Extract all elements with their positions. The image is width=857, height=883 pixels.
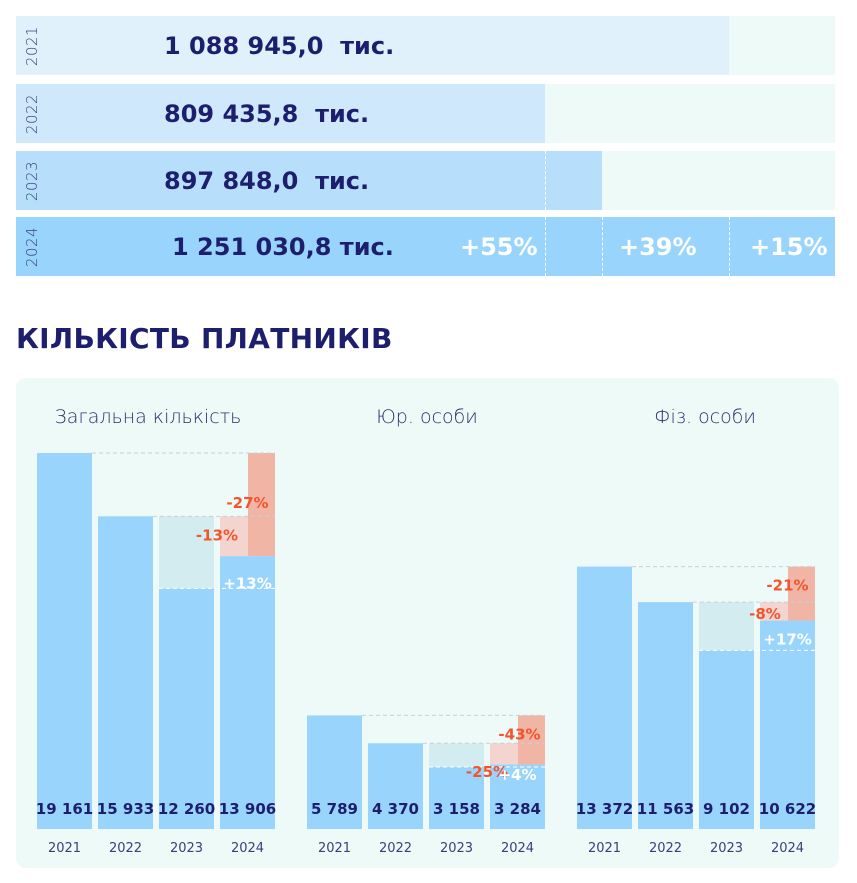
- bar-legal-2022: [368, 743, 423, 829]
- revenue-row-2024: 2024 1 251 030,8 тис. +55% +39% +15%: [16, 217, 835, 276]
- axis-year-total-2024: 2024: [231, 841, 264, 856]
- bar-total-2023: [159, 588, 214, 829]
- bar-label-legal-2021: 5 789: [311, 800, 358, 818]
- bar-total-2022: [98, 516, 153, 829]
- axis-year-total-2021: 2021: [48, 841, 81, 856]
- revenue-bar: [16, 151, 602, 210]
- bar-label-individual-2022: 11 563: [637, 800, 694, 818]
- axis-year-legal-2022: 2022: [379, 841, 412, 856]
- pct-vs-2021-total: -27%: [226, 494, 268, 512]
- revenue-divider: [545, 151, 546, 210]
- revenue-divider: [729, 217, 730, 276]
- revenue-divider: [545, 217, 546, 276]
- axis-year-individual-2022: 2022: [649, 841, 682, 856]
- bar-total-2024: [220, 556, 275, 829]
- pct-vs-2022-total: -13%: [196, 526, 238, 544]
- axis-year-legal-2024: 2024: [501, 841, 534, 856]
- bar-individual-2021: [577, 566, 632, 829]
- bar-total-2021: [37, 453, 92, 829]
- revenue-bar: [16, 84, 545, 143]
- growth-vs-2021: +15%: [750, 232, 828, 261]
- pct-vs-2023-individual: +17%: [763, 630, 811, 648]
- revenue-row-2023: 2023 897 848,0 тис.: [16, 151, 835, 210]
- bar-legal-2021: [307, 715, 362, 829]
- bar-label-total-2022: 15 933: [97, 800, 154, 818]
- pct-vs-2023-total: +13%: [223, 574, 271, 592]
- pct-vs-2021-individual: -21%: [766, 577, 808, 595]
- revenue-row-2021: 2021 1 088 945,0 тис.: [16, 16, 835, 75]
- axis-year-individual-2021: 2021: [588, 841, 621, 856]
- axis-year-legal-2023: 2023: [440, 841, 473, 856]
- axis-year-legal-2021: 2021: [318, 841, 351, 856]
- bar-label-total-2021: 19 161: [36, 800, 93, 818]
- drop-vs-2021-legal: [518, 715, 545, 765]
- drop-vs-2022-legal: [490, 743, 518, 765]
- pct-vs-2022-individual: -8%: [749, 605, 781, 623]
- bar-individual-2022: [638, 602, 693, 829]
- bar-individual-2023: [699, 650, 754, 829]
- pct-vs-2021-legal: -43%: [498, 725, 540, 743]
- revenue-value: 1 251 030,8 тис.: [172, 232, 394, 261]
- revenue-value: 809 435,8 тис.: [164, 99, 370, 128]
- bar-label-legal-2022: 4 370: [372, 800, 419, 818]
- drop-vs-2022-total: [220, 516, 248, 557]
- growth-vs-2022: +55%: [460, 232, 538, 261]
- group-title-total: Загальна кількість: [54, 406, 242, 428]
- pct-vs-2023-legal: +4%: [498, 766, 536, 784]
- group-title-individual: Фіз. особи: [654, 406, 756, 428]
- bar-label-individual-2021: 13 372: [576, 800, 633, 818]
- gain-shade-individual: [699, 602, 754, 651]
- drop-vs-2021-total: [248, 453, 275, 557]
- revenue-bar: [16, 16, 729, 75]
- revenue-divider: [602, 217, 603, 276]
- pct-vs-2022-legal: -25%: [466, 763, 508, 781]
- gain-shade-legal: [429, 743, 484, 768]
- bar-legal-2023: [429, 767, 484, 829]
- revenue-value: 897 848,0 тис.: [164, 166, 370, 195]
- bar-label-legal-2024: 3 284: [494, 800, 541, 818]
- axis-year-individual-2023: 2023: [710, 841, 743, 856]
- group-title-legal: Юр. особи: [376, 406, 478, 428]
- revenue-value: 1 088 945,0 тис.: [164, 31, 395, 60]
- axis-year-total-2023: 2023: [170, 841, 203, 856]
- bar-label-legal-2023: 3 158: [433, 800, 480, 818]
- axis-year-individual-2024: 2024: [771, 841, 804, 856]
- section-title: КІЛЬКІСТЬ ПЛАТНИКІВ: [16, 322, 393, 355]
- gain-shade-total: [159, 516, 214, 589]
- growth-vs-2023: +39%: [619, 232, 697, 261]
- bar-label-individual-2023: 9 102: [703, 800, 750, 818]
- bar-label-individual-2024: 10 622: [759, 800, 816, 818]
- axis-year-total-2022: 2022: [109, 841, 142, 856]
- revenue-row-2022: 2022 809 435,8 тис.: [16, 84, 835, 143]
- drop-vs-2021-individual: [788, 566, 815, 621]
- bar-legal-2024: [490, 764, 545, 829]
- revenue-bar: [16, 217, 835, 276]
- bar-label-total-2024: 13 906: [219, 800, 276, 818]
- drop-vs-2022-individual: [760, 602, 788, 621]
- bar-individual-2024: [760, 620, 815, 829]
- bar-label-total-2023: 12 260: [158, 800, 215, 818]
